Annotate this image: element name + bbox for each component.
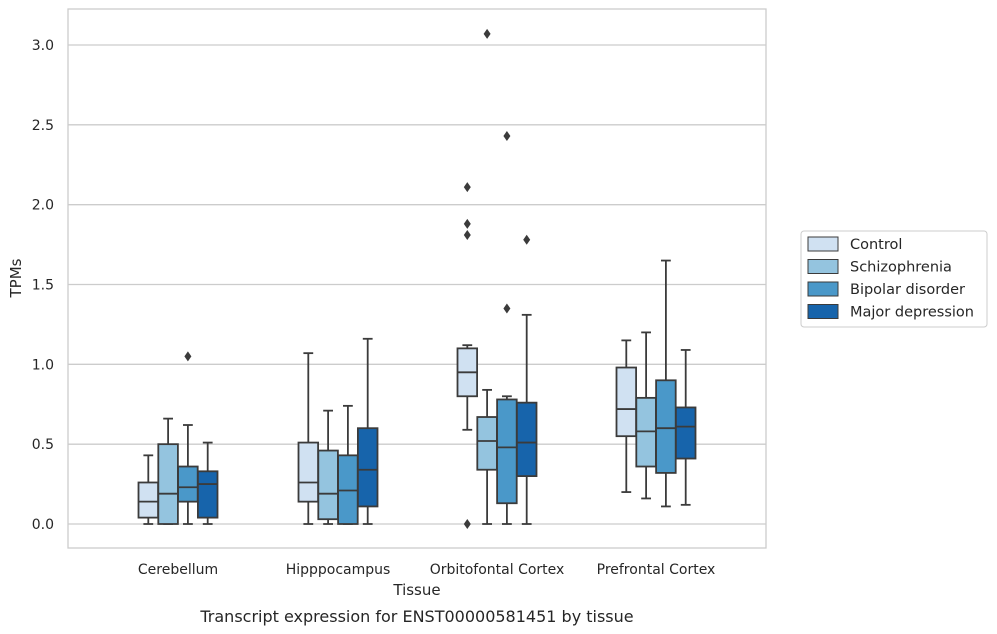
y-tick-label: 0.0 — [32, 517, 54, 533]
outlier-point — [184, 351, 192, 362]
box-major-depression — [196, 441, 219, 525]
chart-caption: Transcript expression for ENST0000058145… — [199, 607, 633, 626]
outlier-point — [463, 230, 471, 241]
y-gridlines — [68, 44, 766, 525]
legend-label: Bipolar disorder — [850, 282, 965, 298]
box-iqr — [476, 416, 498, 471]
box-schizophrenia — [476, 28, 498, 525]
box-bipolar-disorder — [177, 351, 199, 525]
outlier-point — [463, 218, 471, 229]
y-tick-label: 0.5 — [32, 437, 54, 453]
box-iqr — [157, 443, 179, 525]
legend: Control Schizophrenia Bipolar disorder Majo… — [800, 230, 988, 328]
box-major-depression — [675, 349, 697, 506]
legend-swatch — [807, 259, 839, 274]
box-schizophrenia — [157, 417, 179, 525]
box-control — [456, 182, 479, 529]
box-plot-marks — [137, 28, 697, 529]
box-iqr — [196, 470, 219, 519]
box-iqr — [496, 398, 518, 505]
x-axis-ticks: Cerebellum Hipppocampus Orbitofontal Corte… — [138, 562, 715, 578]
outlier-point — [523, 234, 531, 245]
x-tick-label: Orbitofontal Cortex — [430, 562, 565, 578]
box-major-depression — [356, 337, 379, 525]
x-tick-label: Prefrontal Cortex — [597, 562, 716, 578]
box-iqr — [356, 427, 379, 508]
y-axis-label: TPMs — [7, 258, 25, 298]
box-schizophrenia — [635, 331, 657, 500]
box-iqr — [615, 366, 638, 438]
box-control — [137, 454, 160, 525]
legend-frame — [800, 230, 988, 328]
box-iqr — [177, 465, 199, 503]
box-control — [297, 352, 320, 525]
x-tick-label: Hipppocampus — [286, 562, 391, 578]
legend-swatch — [807, 281, 839, 297]
box-bipolar-disorder — [496, 131, 518, 525]
box-iqr — [655, 379, 677, 474]
y-tick-label: 1.0 — [32, 357, 54, 373]
box-iqr — [317, 449, 339, 521]
y-tick-label: 2.0 — [32, 198, 54, 214]
y-axis-ticks: 0.0 0.5 1.0 1.5 2.0 2.5 3.0 — [32, 38, 54, 533]
outlier-point — [463, 519, 471, 529]
outlier-point — [503, 131, 511, 142]
outlier-point — [463, 182, 471, 193]
box-iqr — [516, 401, 538, 477]
legend-swatch — [807, 236, 839, 252]
y-tick-label: 1.5 — [32, 278, 54, 294]
box-bipolar-disorder — [337, 404, 359, 525]
x-tick-label: Cerebellum — [138, 562, 218, 578]
legend-swatch — [807, 304, 839, 319]
legend-label: Major depression — [850, 305, 974, 321]
legend-label: Schizophrenia — [850, 260, 952, 276]
box-schizophrenia — [317, 409, 339, 525]
y-tick-label: 2.5 — [32, 118, 54, 134]
legend-label: Control — [850, 237, 902, 253]
outlier-point — [483, 28, 491, 39]
box-bipolar-disorder — [655, 259, 677, 508]
box-control — [615, 339, 638, 493]
box-major-depression — [516, 234, 538, 525]
y-tick-label: 3.0 — [32, 38, 54, 54]
box-iqr — [675, 406, 697, 460]
x-axis-label: Tissue — [392, 581, 440, 599]
plot-frame — [67, 8, 767, 549]
box-iqr — [137, 481, 160, 519]
box-iqr — [297, 441, 320, 503]
outlier-point — [503, 303, 511, 314]
